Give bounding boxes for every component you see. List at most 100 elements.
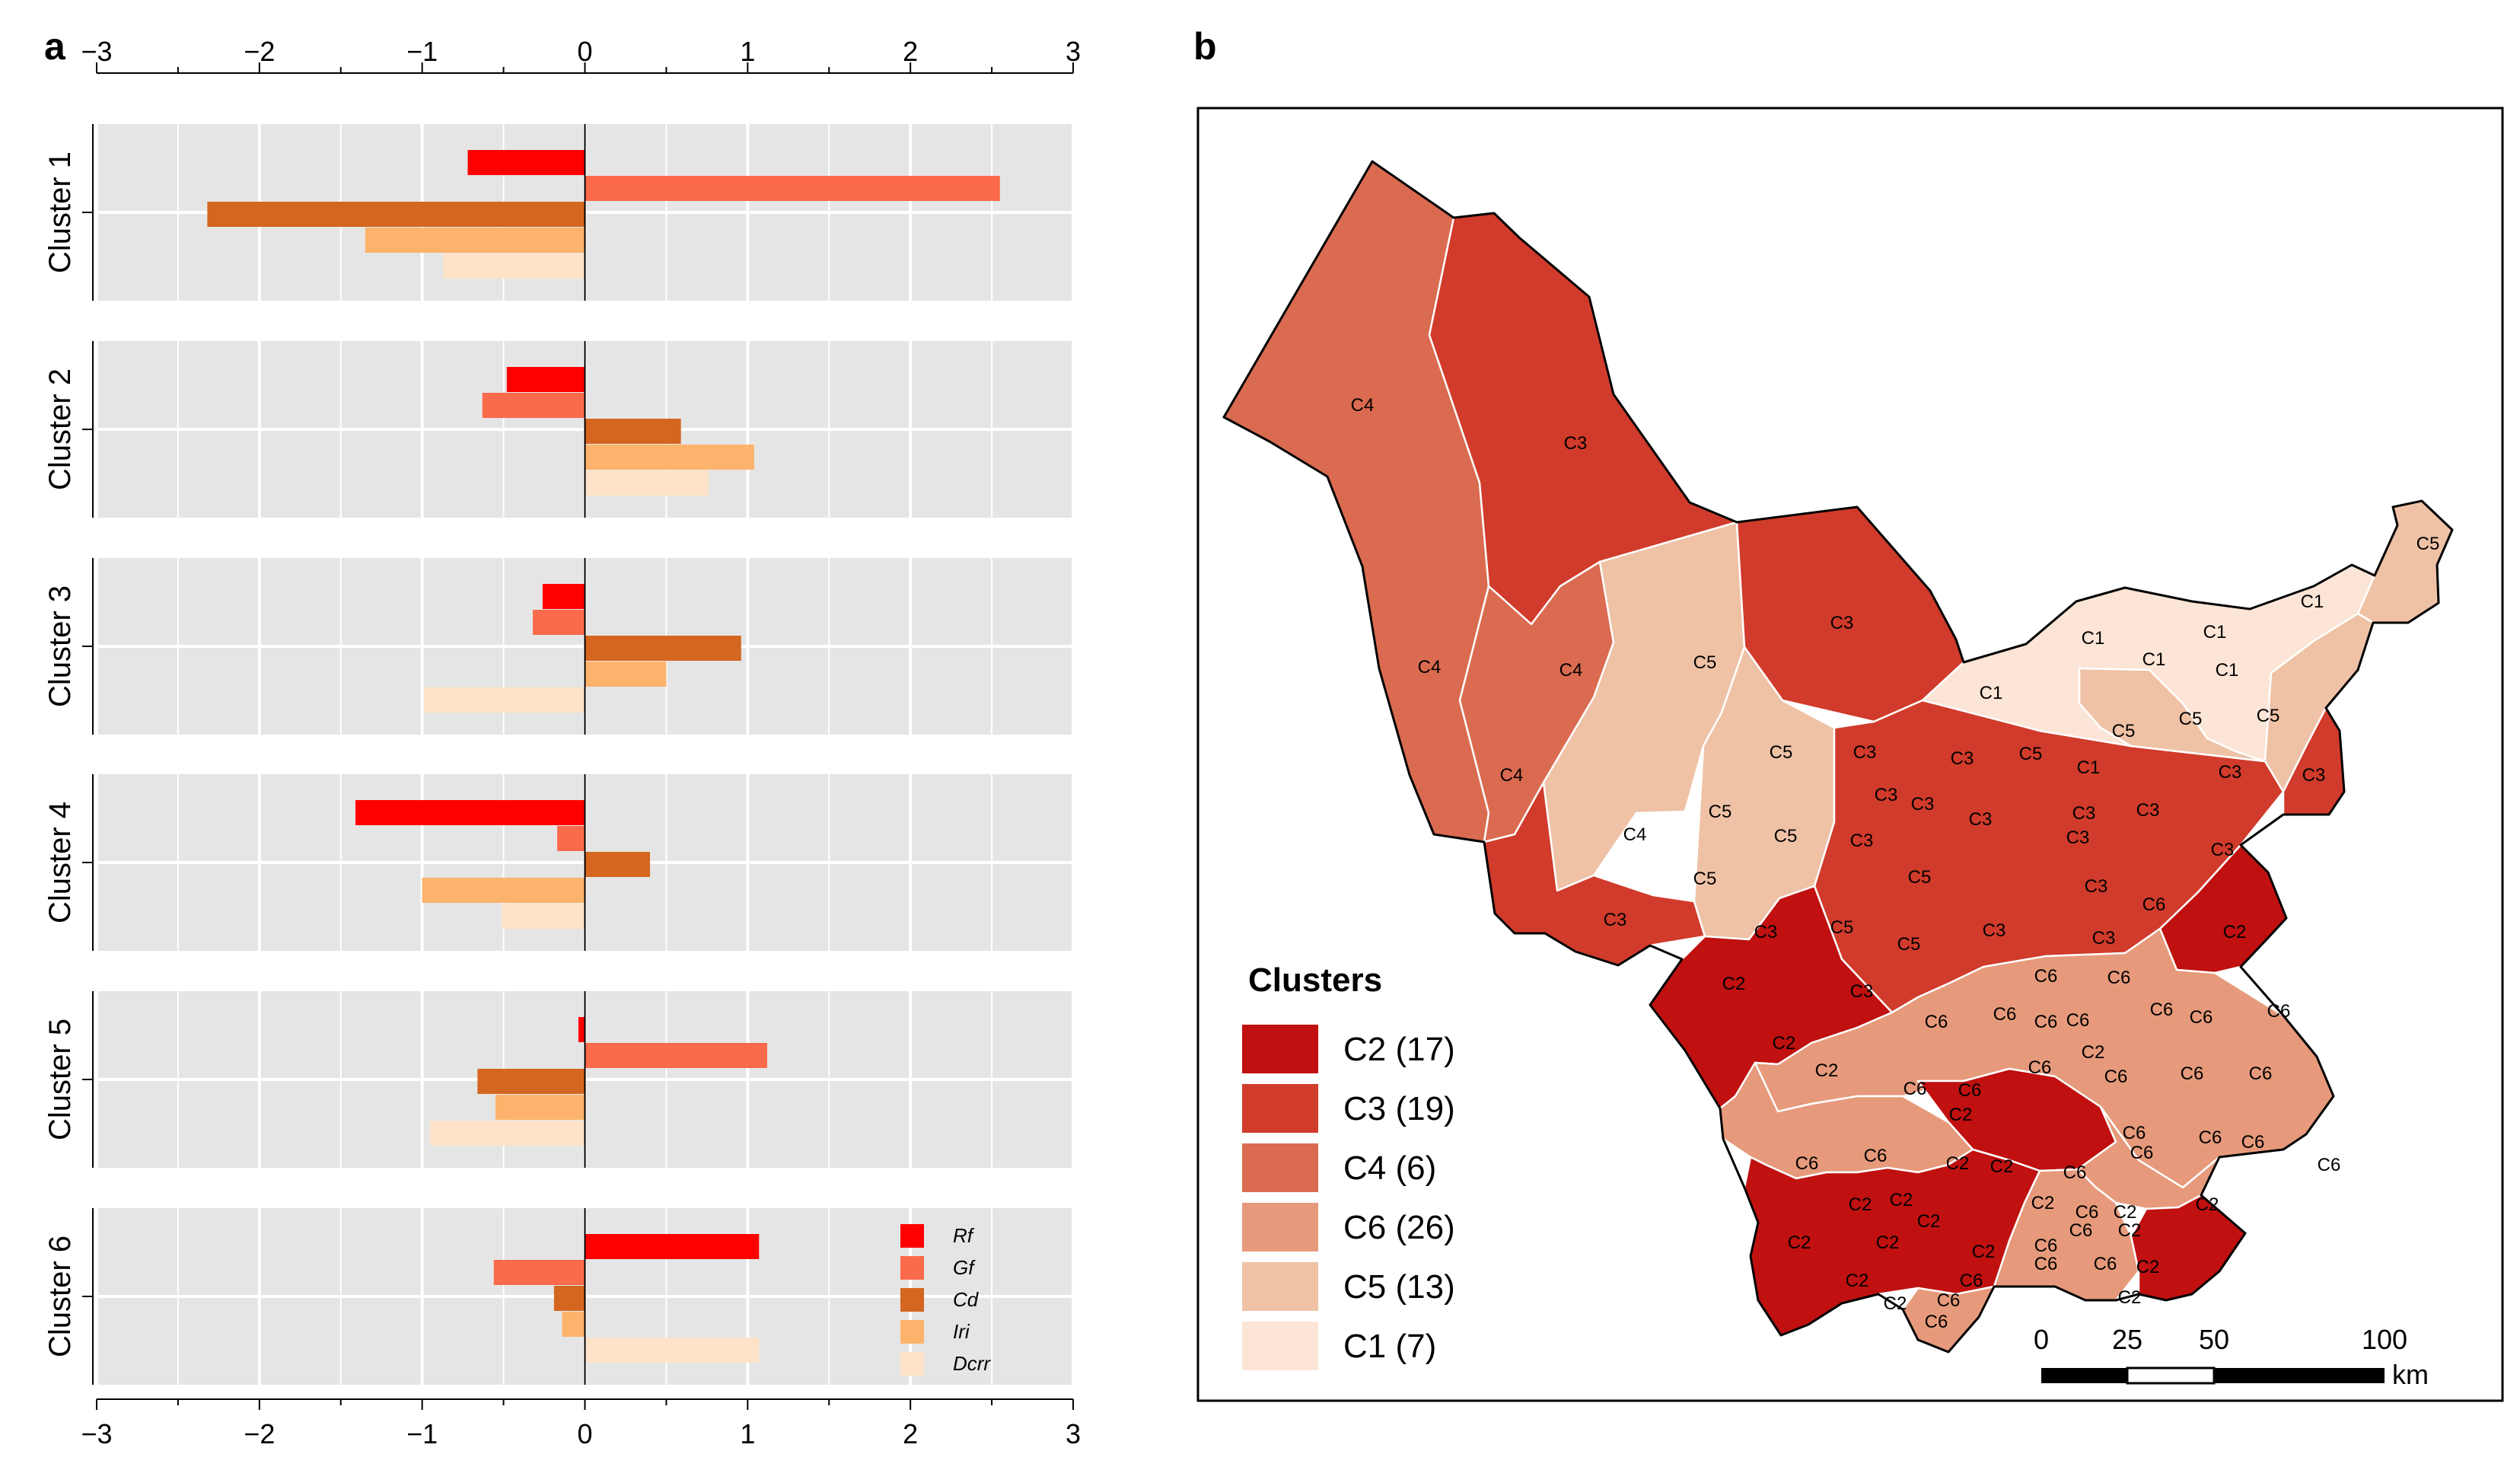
cluster-panel-1: Cluster 1 xyxy=(43,124,1075,301)
region-label-c2: C2 xyxy=(1849,1194,1872,1215)
bar-dcrr xyxy=(585,1338,760,1363)
region-label-c2: C2 xyxy=(2196,1194,2219,1215)
region-label-c1: C1 xyxy=(2077,757,2101,778)
region-label-c6: C6 xyxy=(2034,1012,2058,1032)
region-label-c3: C3 xyxy=(2066,827,2090,848)
map-legend: Clusters C2 (17) C3 (19) C4 (6) C6 (26) C5 (… xyxy=(1242,961,1455,1370)
bottom-tick-label: 1 xyxy=(740,1418,755,1449)
region-label-c5: C5 xyxy=(1897,934,1921,955)
region-label-c3: C3 xyxy=(1951,748,1974,769)
region-label-c5: C5 xyxy=(1908,867,1932,888)
region-label-c6: C6 xyxy=(2076,1202,2099,1223)
region-label-c4: C4 xyxy=(1418,657,1442,678)
map-legend-label: C5 (13) xyxy=(1343,1268,1455,1306)
region-label-c2: C2 xyxy=(2114,1202,2137,1223)
region-label-c1: C1 xyxy=(2082,628,2105,649)
cluster-panel-3: Cluster 3 xyxy=(43,558,1075,735)
region-label-c6: C6 xyxy=(1904,1079,1927,1099)
map-legend-swatch xyxy=(1242,1322,1318,1370)
region-label-c6: C6 xyxy=(2094,1254,2117,1274)
region-label-c6: C6 xyxy=(2063,1162,2087,1183)
bar-rf xyxy=(585,1234,760,1259)
region-label-c6: C6 xyxy=(2267,1001,2291,1022)
region-label-c6: C6 xyxy=(2066,1010,2090,1031)
map-outline xyxy=(1222,160,2454,1354)
region-label-c6: C6 xyxy=(2318,1155,2341,1175)
region-label-c3: C3 xyxy=(1604,910,1627,930)
map-regions xyxy=(1222,160,2454,1354)
region-label-c6: C6 xyxy=(2142,894,2166,915)
bar-rf xyxy=(355,800,585,825)
region-label-c3: C3 xyxy=(2136,800,2160,821)
region-label-c5: C5 xyxy=(1709,802,1732,822)
legend-swatch-cd xyxy=(900,1288,924,1312)
region-label-c6: C6 xyxy=(2104,1067,2128,1087)
bar-gf xyxy=(493,1260,585,1285)
bar-dcrr xyxy=(443,254,585,279)
region-label-c3: C3 xyxy=(1911,794,1935,815)
region-label-c4: C4 xyxy=(1500,765,1524,786)
region-c5 xyxy=(2078,667,2267,763)
bar-gf xyxy=(585,176,1000,201)
legend-label-gf: Gf xyxy=(953,1256,976,1279)
cluster-panel-5: Cluster 5 xyxy=(43,991,1075,1168)
map-legend-label: C6 (26) xyxy=(1343,1209,1455,1246)
region-label-c1: C1 xyxy=(2301,592,2324,612)
region-label-c6: C6 xyxy=(2028,1057,2052,1078)
bar-iri xyxy=(495,1095,585,1120)
cluster-label: Cluster 1 xyxy=(43,151,77,273)
top-tick-label: −3 xyxy=(81,36,112,67)
region-label-c3: C3 xyxy=(1564,433,1588,454)
region-label-c6: C6 xyxy=(2034,1254,2058,1274)
region-label-c4: C4 xyxy=(1623,824,1647,845)
region-label-c3: C3 xyxy=(1875,785,1898,805)
region-label-c2: C2 xyxy=(1972,1242,1996,1262)
legend-swatch-dcrr xyxy=(900,1352,924,1376)
cluster-bar-chart: −3 −2 −1 0 1 2 3 −3 −2 −1 0 1 2 3 Cluster 1 Cluster 2 Cl… xyxy=(43,36,1081,1449)
region-label-c6: C6 xyxy=(1937,1290,1961,1311)
scale-label-50: 50 xyxy=(2199,1324,2229,1355)
region-label-c2: C2 xyxy=(2031,1193,2055,1213)
legend-swatch-gf xyxy=(900,1256,924,1280)
cluster-label: Cluster 6 xyxy=(43,1236,77,1357)
region-label-c3: C3 xyxy=(2092,928,2116,949)
map-region-labels: C4 C3 C5 C1 C1 C1 C1 C1 C3 C4 C4 C5 C1 C5 C3 C5 C1 C5 C5 C5… xyxy=(1351,395,2440,1332)
top-tick-label: 2 xyxy=(903,36,918,67)
bar-rf xyxy=(506,367,585,392)
region-label-c2: C2 xyxy=(1788,1232,1811,1253)
scale-segment-1 xyxy=(2041,1368,2127,1383)
legend-label-dcrr: Dcrr xyxy=(953,1352,991,1375)
bar-iri xyxy=(585,662,667,687)
region-label-c6: C6 xyxy=(1795,1153,1819,1174)
scale-label-100: 100 xyxy=(2362,1324,2407,1355)
scale-segment-2 xyxy=(2126,1366,2216,1385)
scale-label-25: 25 xyxy=(2112,1324,2142,1355)
region-label-c3: C3 xyxy=(1754,922,1778,942)
bar-gf xyxy=(533,610,585,635)
bar-cd xyxy=(477,1069,585,1094)
bar-dcrr xyxy=(502,904,585,929)
region-label-c6: C6 xyxy=(2190,1007,2213,1028)
map-legend-swatch xyxy=(1242,1025,1318,1073)
region-label-c6: C6 xyxy=(2069,1220,2093,1241)
bar-iri xyxy=(422,878,585,903)
region-label-c5: C5 xyxy=(1774,826,1798,847)
region-label-c6: C6 xyxy=(2249,1063,2273,1084)
region-label-c2: C2 xyxy=(1990,1156,2014,1177)
top-tick-label: 0 xyxy=(577,36,592,67)
scale-unit: km xyxy=(2392,1359,2429,1390)
bottom-tick-label: 0 xyxy=(577,1418,592,1449)
bottom-tick-label: −2 xyxy=(244,1418,275,1449)
region-label-c3: C3 xyxy=(1983,920,2006,941)
region-label-c5: C5 xyxy=(2257,706,2280,726)
bar-rf xyxy=(542,584,585,609)
region-label-c3: C3 xyxy=(1853,742,1877,763)
region-label-c2: C2 xyxy=(1815,1060,1839,1081)
region-label-c3: C3 xyxy=(1850,831,1874,851)
region-label-c5: C5 xyxy=(2179,709,2203,729)
bar-dcrr xyxy=(423,687,585,713)
region-label-c2: C2 xyxy=(1876,1232,1900,1253)
region-label-c5: C5 xyxy=(1830,917,1854,938)
map-legend-label: C1 (7) xyxy=(1343,1328,1436,1365)
bar-cd xyxy=(585,419,681,444)
